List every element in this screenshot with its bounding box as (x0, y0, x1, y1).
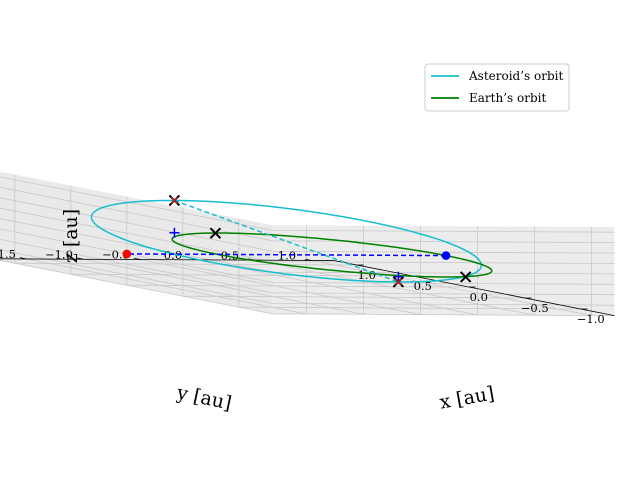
z-grid-line (0, 176, 615, 233)
grid-lines (0, 174, 615, 317)
asteroid-x-inner-stroke (170, 197, 178, 204)
z-grid-line (0, 197, 615, 254)
x-axis-line (0, 258, 335, 261)
z-grid-line (0, 249, 615, 306)
legend-box (424, 63, 570, 112)
node-plus-marker (169, 227, 180, 238)
plot-area (90, 194, 493, 288)
z-grid-line (0, 186, 615, 244)
x-tick-label: 0.0 (164, 248, 182, 262)
x-tick (19, 257, 27, 260)
earth-x-stroke (459, 271, 472, 283)
earth-x-marker (209, 227, 222, 239)
earth-x-marker (459, 271, 472, 283)
x-tick (133, 257, 141, 260)
aphelion-marker (122, 249, 132, 259)
x-tick (304, 258, 312, 261)
legend-label: Asteroid’s orbit (468, 69, 563, 83)
y-tick-label: −0.5 (521, 301, 549, 315)
asteroid-x-inner (394, 278, 402, 286)
y-axis-line (334, 260, 615, 316)
z-grid-line (0, 259, 615, 317)
x-tick-label: −0.5 (102, 248, 130, 262)
perihelion-marker (441, 251, 451, 260)
y-axis-label: y [au] (174, 381, 234, 414)
x-axis-label: x [au] (438, 382, 496, 413)
x-tick-label: 0.5 (221, 248, 239, 262)
z-grid-line (0, 207, 615, 264)
x-tick-label: −1.5 (0, 247, 16, 261)
y-tick-label: 0.0 (470, 290, 488, 304)
z-axis-label: z [au] (60, 209, 82, 263)
left-pane (0, 171, 273, 314)
x-tick (76, 257, 84, 260)
axis-panes (0, 171, 615, 316)
axis-lines (0, 258, 615, 316)
y-tick-label: 0.5 (414, 279, 432, 293)
legend: Asteroid’s orbit Earth’s orbit (424, 63, 570, 112)
z-grid-line (0, 228, 615, 285)
earth-x-stroke (209, 227, 222, 239)
asteroid-x-inner (170, 197, 178, 204)
node-plus-marker (393, 271, 404, 282)
y-tick-label: −1.0 (577, 312, 605, 326)
axis-labels: x [au] y [au] z [au] (60, 209, 496, 415)
apsidal-dashed-line (126, 253, 447, 257)
tick-labels: −1.5−1.0−0.50.00.51.01.00.50.0−0.5−1.00.… (0, 247, 605, 326)
x-tick-label: −1.0 (45, 247, 73, 261)
legend-label: Earth’s orbit (469, 91, 546, 105)
asteroid-x-inner-stroke (394, 278, 402, 286)
z-grid-line (0, 238, 615, 296)
x-tick-label: 1.0 (278, 249, 296, 263)
